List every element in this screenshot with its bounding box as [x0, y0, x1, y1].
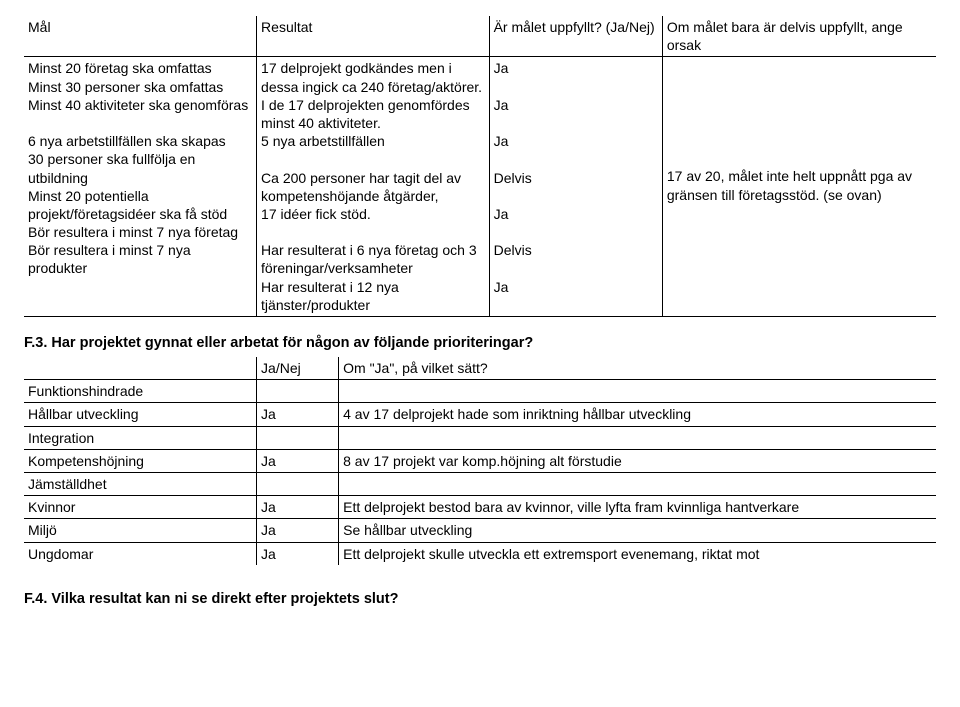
priority-how: 8 av 17 projekt var komp.höjning alt för…	[339, 449, 936, 472]
fulfilled-line: Ja	[494, 132, 658, 150]
priority-how	[339, 426, 936, 449]
priority-label: Funktionshindrade	[24, 380, 257, 403]
fulfilled-line: Ja	[494, 278, 658, 296]
priority-label: Miljö	[24, 519, 257, 542]
fulfilled-line: Delvis	[494, 241, 658, 259]
goal-line: Bör resultera i minst 7 nya företag	[28, 223, 252, 241]
priority-janej	[257, 426, 339, 449]
table-row: Hållbar utveckling Ja 4 av 17 delprojekt…	[24, 403, 936, 426]
heading-f4: F.4. Vilka resultat kan ni se direkt eft…	[24, 591, 936, 607]
goal-line: 30 personer ska fullfölja en utbildning	[28, 150, 252, 186]
table-row: Kompetenshöjning Ja 8 av 17 projekt var …	[24, 449, 936, 472]
priority-label: Hållbar utveckling	[24, 403, 257, 426]
table-row: Miljö Ja Se hållbar utveckling	[24, 519, 936, 542]
result-line: I de 17 delprojekten genomfördes minst 4…	[261, 96, 485, 132]
col-reason-header: Om målet bara är delvis uppfyllt, ange o…	[662, 16, 936, 57]
fulfilled-line	[494, 150, 658, 168]
goals-results-table: Mål Resultat Är målet uppfyllt? (Ja/Nej)…	[24, 16, 936, 317]
result-line	[261, 150, 485, 168]
table-row: Integration	[24, 426, 936, 449]
priority-janej: Ja	[257, 403, 339, 426]
fulfilled-line	[494, 259, 658, 277]
priority-janej	[257, 380, 339, 403]
result-line: Har resulterat i 12 nya tjänster/produkt…	[261, 278, 485, 314]
table-row: Kvinnor Ja Ett delprojekt bestod bara av…	[24, 496, 936, 519]
fulfilled-line: Ja	[494, 205, 658, 223]
reason-cell: 17 av 20, målet inte helt uppnått pga av…	[662, 57, 936, 317]
priority-label: Kvinnor	[24, 496, 257, 519]
priority-janej: Ja	[257, 519, 339, 542]
priority-janej: Ja	[257, 496, 339, 519]
fulfilled-line: Delvis	[494, 169, 658, 187]
priority-how: Ett delprojekt skulle utveckla ett extre…	[339, 542, 936, 565]
priority-label: Ungdomar	[24, 542, 257, 565]
goals-cell: Minst 20 företag ska omfattas Minst 30 p…	[24, 57, 257, 317]
goal-line: Minst 40 aktiviteter ska genomföras	[28, 96, 252, 114]
results-cell: 17 delprojekt godkändes men i dessa ingi…	[257, 57, 490, 317]
table-row: Ungdomar Ja Ett delprojekt skulle utveck…	[24, 542, 936, 565]
goal-line: Bör resultera i minst 7 nya produkter	[28, 241, 252, 277]
result-line: Ca 200 personer har tagit del av kompete…	[261, 169, 485, 205]
table-row: Funktionshindrade	[24, 380, 936, 403]
result-line: 5 nya arbetstillfällen	[261, 132, 485, 150]
heading-f3: F.3. Har projektet gynnat eller arbetat …	[24, 335, 936, 351]
table-row: Jämställdhet	[24, 472, 936, 495]
priority-how: Ett delprojekt bestod bara av kvinnor, v…	[339, 496, 936, 519]
reason-text: 17 av 20, målet inte helt uppnått pga av…	[667, 168, 912, 202]
fulfilled-line: Ja	[494, 96, 658, 114]
goal-line: Minst 20 potentiella projekt/företagsidé…	[28, 187, 252, 223]
col-fulfilled-header: Är målet uppfyllt? (Ja/Nej)	[489, 16, 662, 57]
priority-label: Integration	[24, 426, 257, 449]
priorities-table: Ja/Nej Om "Ja", på vilket sätt? Funktion…	[24, 357, 936, 565]
fulfilled-line	[494, 223, 658, 241]
priority-how: 4 av 17 delprojekt hade som inriktning h…	[339, 403, 936, 426]
priority-janej: Ja	[257, 449, 339, 472]
result-line: Har resulterat i 6 nya företag och 3 för…	[261, 241, 485, 277]
priority-label: Jämställdhet	[24, 472, 257, 495]
goal-line	[28, 114, 252, 132]
goal-line: 6 nya arbetstillfällen ska skapas	[28, 132, 252, 150]
priority-janej: Ja	[257, 542, 339, 565]
fulfilled-line	[494, 187, 658, 205]
result-line: 17 idéer fick stöd.	[261, 205, 485, 223]
priority-how: Se hållbar utveckling	[339, 519, 936, 542]
goal-line: Minst 30 personer ska omfattas	[28, 78, 252, 96]
fulfilled-line: Ja	[494, 59, 658, 77]
col-janej-header: Ja/Nej	[257, 357, 339, 380]
col-result-header: Resultat	[257, 16, 490, 57]
fulfilled-line	[494, 114, 658, 132]
priority-janej	[257, 472, 339, 495]
blank-header	[24, 357, 257, 380]
result-line: 17 delprojekt godkändes men i dessa ingi…	[261, 59, 485, 95]
col-how-header: Om "Ja", på vilket sätt?	[339, 357, 936, 380]
priority-how	[339, 472, 936, 495]
priority-label: Kompetenshöjning	[24, 449, 257, 472]
goal-line: Minst 20 företag ska omfattas	[28, 59, 252, 77]
col-goal-header: Mål	[24, 16, 257, 57]
priority-how	[339, 380, 936, 403]
fulfilled-line	[494, 78, 658, 96]
fulfilled-cell: Ja Ja Ja Delvis Ja Delvis Ja	[489, 57, 662, 317]
result-line	[261, 223, 485, 241]
